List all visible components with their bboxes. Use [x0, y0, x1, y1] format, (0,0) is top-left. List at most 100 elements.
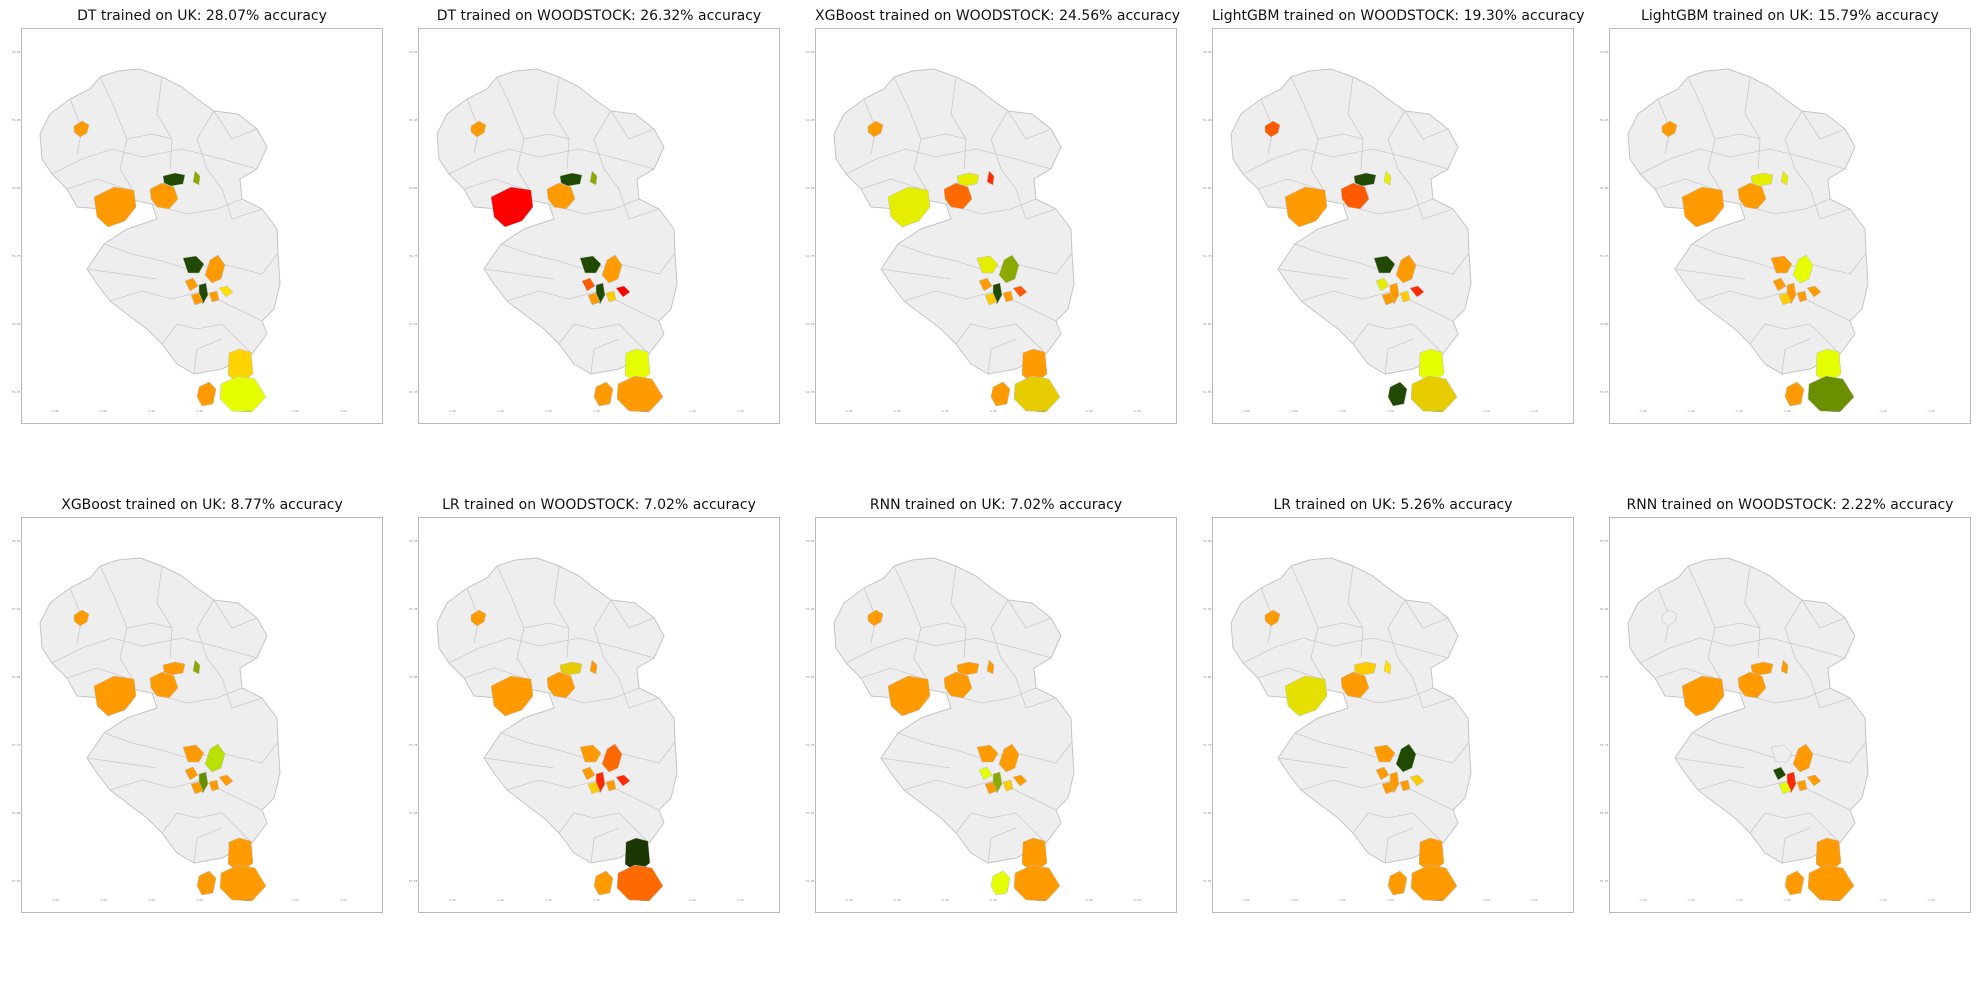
y-tick-label: 51.95: [409, 118, 418, 122]
y-tick-label: 51.75: [1203, 743, 1212, 747]
region-c6: [190, 292, 204, 306]
x-tick-label: -1.25: [243, 898, 251, 902]
region-c5: [1806, 285, 1822, 298]
x-tick-label: -1.40: [1687, 409, 1695, 413]
district-boundary: [66, 178, 128, 190]
x-tick-label: -1.25: [1434, 409, 1442, 413]
region-dk1: [559, 661, 583, 676]
x-tick-label: -1.20: [291, 898, 299, 902]
map-frame: [815, 517, 1177, 913]
y-tick-label: 51.85: [1203, 186, 1212, 190]
district-boundary: [86, 757, 158, 769]
x-tick-label: -1.45: [1639, 898, 1647, 902]
y-tick-label: 51.65: [409, 811, 418, 815]
district-boundary: [1697, 779, 1851, 811]
region-c5: [615, 774, 631, 787]
x-tick-label: -1.20: [1085, 898, 1093, 902]
region-ygn: [1780, 659, 1789, 675]
region-ygn: [589, 170, 598, 186]
panel-title: LightGBM trained on UK: 15.79% accuracy: [1641, 8, 1939, 24]
map-frame: [418, 517, 780, 913]
district-boundary: [1384, 338, 1414, 375]
x-tick-label: -1.45: [51, 898, 59, 902]
map-frame: [1212, 517, 1574, 913]
district-boundary: [221, 677, 263, 709]
region-c6: [587, 292, 601, 306]
panel-title: XGBoost trained on UK: 8.77% accuracy: [61, 497, 343, 513]
district-boundary: [1749, 323, 1841, 355]
region-c6: [984, 781, 998, 795]
region-c5: [1012, 285, 1028, 298]
region-s2: [1807, 375, 1855, 413]
district-boundary: [161, 323, 253, 355]
region-s2: [1013, 375, 1061, 413]
district-boundary: [1242, 637, 1449, 664]
region-s1: [1418, 837, 1445, 874]
district-boundary: [1809, 188, 1851, 220]
panel-title: RNN trained on UK: 7.02% accuracy: [869, 497, 1123, 513]
district-boundary: [1007, 110, 1052, 140]
x-tick-label: -1.30: [1783, 898, 1791, 902]
x-tick-label: -1.20: [1482, 898, 1490, 902]
y-tick-label: 51.95: [1600, 118, 1609, 122]
x-tick-label: -1.15: [1530, 409, 1538, 413]
choropleth-map: [1627, 68, 1869, 413]
region-c7: [605, 779, 617, 792]
x-tick-label: -1.25: [1434, 898, 1442, 902]
district-boundary: [66, 667, 128, 679]
region-dk1: [1353, 172, 1377, 187]
y-tick-label: 51.85: [12, 675, 21, 679]
region-ygn: [986, 659, 995, 675]
x-tick-label: -1.25: [640, 898, 648, 902]
x-tick-label: -1.20: [688, 409, 696, 413]
y-tick-label: 51.55: [806, 390, 815, 394]
region-s3: [990, 870, 1011, 896]
x-tick-label: -1.15: [1927, 409, 1935, 413]
map-frame: [21, 28, 383, 424]
district-boundary: [213, 599, 258, 629]
region-ygn: [1383, 659, 1392, 675]
y-tick-label: 51.65: [12, 811, 21, 815]
y-tick-label: 51.85: [12, 186, 21, 190]
district-boundary: [950, 565, 967, 659]
x-tick-label: -1.25: [640, 409, 648, 413]
region-c2: [601, 743, 623, 773]
region-c3: [184, 766, 199, 781]
y-tick-label: 51.65: [409, 322, 418, 326]
x-tick-label: -1.30: [592, 409, 600, 413]
y-tick-label: 52.05: [12, 539, 21, 543]
region-nw: [1264, 120, 1281, 138]
y-tick-label: 51.75: [12, 743, 21, 747]
choropleth-map: [833, 68, 1075, 413]
region-c7: [208, 290, 220, 303]
region-s1: [1418, 348, 1445, 385]
district-boundary: [193, 338, 223, 375]
region-s1: [1815, 837, 1842, 874]
x-tick-label: -1.45: [448, 409, 456, 413]
district-boundary: [483, 268, 555, 280]
district-boundary: [1801, 110, 1846, 140]
x-tick-label: -1.40: [99, 409, 107, 413]
district-boundary: [156, 565, 173, 659]
x-tick-label: -1.35: [544, 409, 552, 413]
region-dk1: [1353, 661, 1377, 676]
y-tick-label: 51.75: [409, 743, 418, 747]
district-boundary: [463, 667, 525, 679]
map-frame: [418, 28, 780, 424]
district-boundary: [950, 76, 967, 170]
x-tick-label: -1.25: [1831, 409, 1839, 413]
region-c6: [1778, 781, 1792, 795]
y-tick-label: 51.95: [409, 607, 418, 611]
district-boundary: [1277, 268, 1349, 280]
district-boundary: [1714, 622, 1761, 629]
region-c7: [605, 290, 617, 303]
x-tick-label: -1.20: [1879, 898, 1887, 902]
region-c7: [1399, 290, 1411, 303]
region-cl: [149, 671, 179, 699]
x-tick-label: -1.15: [339, 898, 347, 902]
district-boundary: [1242, 148, 1449, 175]
region-nw: [867, 609, 884, 627]
district-boundary: [955, 812, 1047, 844]
region-cl: [943, 671, 973, 699]
region-w: [1284, 675, 1328, 717]
